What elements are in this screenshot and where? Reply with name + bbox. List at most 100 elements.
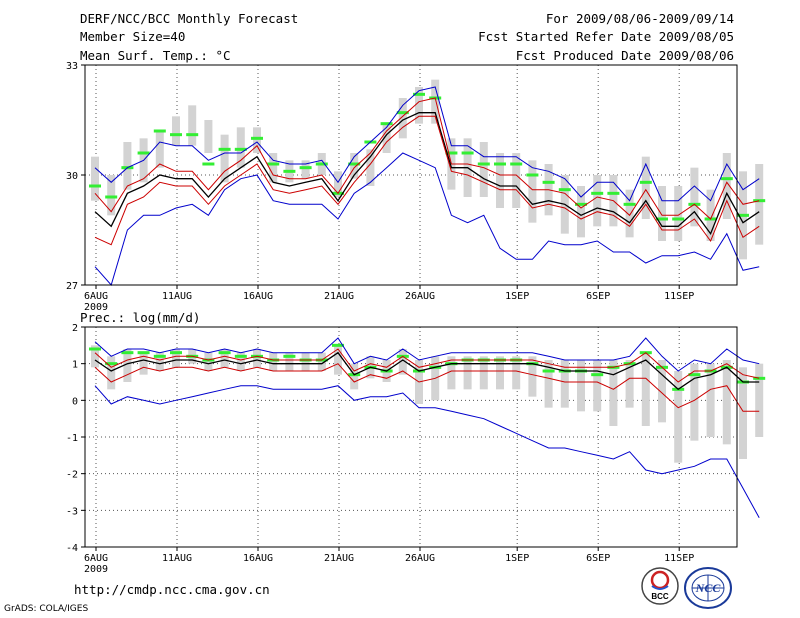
series-ensemble-max — [94, 337, 760, 372]
y-tick-label: 2 — [72, 323, 78, 334]
ensemble-box — [253, 127, 261, 153]
obs-marker — [153, 354, 166, 358]
y-tick-label: -4 — [66, 543, 78, 554]
ensemble-box — [609, 360, 618, 426]
ensemble-box — [755, 164, 764, 245]
obs-marker — [332, 343, 344, 347]
ensemble-box — [301, 160, 310, 179]
ensemble-box — [512, 153, 521, 208]
ensemble-box — [706, 189, 715, 241]
ensemble-box — [155, 352, 164, 371]
obs-marker — [639, 180, 652, 184]
x-tick-year: 2009 — [84, 302, 108, 313]
ensemble-box — [625, 360, 634, 408]
x-tick-label: 26AUG — [405, 291, 435, 302]
ensemble-box — [269, 153, 278, 183]
ensemble-box — [398, 349, 407, 375]
obs-marker — [526, 173, 539, 177]
obs-marker — [753, 199, 766, 203]
ncc-logo: NCC — [684, 567, 732, 609]
x-tick-label: 16AUG — [243, 553, 273, 564]
ensemble-box — [528, 160, 537, 223]
x-tick-label: 16AUG — [243, 291, 273, 302]
obs-marker — [186, 133, 199, 137]
ensemble-box — [593, 175, 602, 227]
ensemble-box — [560, 360, 569, 408]
obs-marker — [89, 184, 101, 188]
series-upper-percentile — [94, 97, 760, 220]
x-tick-label: 11SEP — [664, 553, 694, 564]
y-tick-label: 30 — [66, 171, 78, 182]
obs-marker — [251, 136, 263, 140]
obs-marker — [753, 376, 766, 380]
ensemble-box — [334, 345, 342, 375]
ensemble-box — [139, 352, 148, 375]
ensemble-box — [528, 356, 537, 397]
ensemble-box — [204, 120, 213, 153]
y-tick-label: 0 — [72, 396, 78, 407]
precip-panel-title: Prec.: log(mm/d) — [80, 310, 200, 325]
obs-marker — [267, 162, 280, 166]
obs-marker — [558, 188, 571, 192]
obs-marker — [688, 373, 701, 377]
ensemble-box — [285, 352, 294, 371]
y-tick-label: -2 — [66, 470, 78, 481]
ensemble-box — [236, 127, 245, 168]
obs-marker — [170, 133, 182, 137]
series-upper-percentile — [94, 348, 760, 383]
ensemble-box — [301, 352, 310, 371]
obs-marker — [607, 191, 620, 195]
ensemble-box — [658, 360, 666, 423]
obs-marker — [105, 362, 118, 366]
ensemble-box — [253, 349, 261, 368]
ncc-logo-text: NCC — [695, 581, 722, 595]
obs-marker — [623, 202, 636, 206]
y-tick-label: -3 — [66, 506, 78, 517]
obs-marker — [283, 169, 296, 173]
ensemble-box — [658, 186, 666, 241]
member-size: Member Size=40 — [80, 29, 186, 44]
start-date: Fcst Started Refer Date 2009/08/05 — [478, 29, 734, 44]
obs-marker — [591, 373, 604, 377]
obs-marker — [542, 180, 555, 184]
obs-marker — [542, 369, 555, 373]
obs-marker — [656, 217, 668, 221]
series-ensemble-mean — [94, 351, 760, 391]
chart-title: DERF/NCC/BCC Monthly Forecast — [80, 11, 299, 26]
x-tick-label: 6AUG — [84, 291, 108, 302]
obs-marker — [137, 351, 150, 355]
ensemble-box — [172, 349, 180, 368]
obs-marker — [121, 351, 134, 355]
ensemble-box — [674, 186, 683, 241]
obs-marker — [234, 354, 247, 358]
ensemble-box — [382, 123, 391, 153]
forecast-period: For 2009/08/06-2009/09/14 — [545, 11, 734, 26]
ensemble-box — [155, 131, 164, 168]
y-tick-label: 1 — [72, 360, 78, 371]
ensemble-box — [722, 153, 731, 219]
y-tick-label: 33 — [66, 61, 78, 72]
ensemble-box — [350, 363, 359, 390]
series-ensemble-max — [94, 86, 760, 202]
ensemble-box — [690, 363, 699, 441]
ensemble-box — [739, 367, 747, 459]
ensemble-box — [269, 352, 278, 371]
obs-marker — [153, 129, 166, 133]
obs-marker — [477, 162, 490, 166]
ensemble-box — [123, 349, 132, 382]
ensemble-box — [674, 371, 683, 463]
x-tick-label: 6SEP — [586, 291, 610, 302]
obs-marker — [672, 217, 685, 221]
source-url[interactable]: http://cmdp.ncc.cma.gov.cn — [74, 582, 270, 597]
ensemble-box — [91, 156, 99, 201]
x-tick-label: 11AUG — [162, 553, 192, 564]
obs-marker — [575, 202, 587, 206]
obs-marker — [396, 111, 409, 115]
y-tick-label: -1 — [66, 433, 78, 444]
series-ensemble-min — [94, 385, 760, 518]
ensemble-box — [366, 149, 375, 186]
grads-credit: GrADS: COLA/IGES — [4, 604, 89, 614]
ensemble-box — [317, 352, 326, 371]
